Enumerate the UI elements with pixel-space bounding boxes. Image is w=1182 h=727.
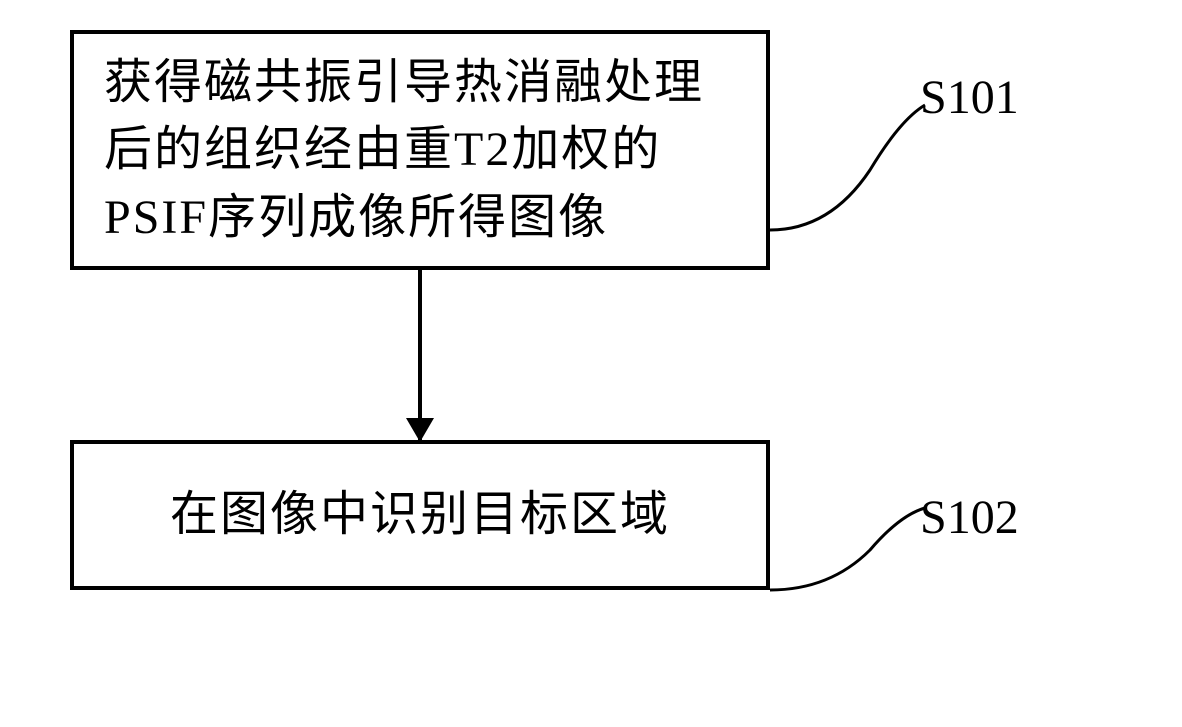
- label-connector-2: [770, 500, 930, 640]
- flowchart-container: 获得磁共振引导热消融处理后的组织经由重T2加权的PSIF序列成像所得图像 S10…: [0, 0, 1182, 727]
- flowchart-step-1: 获得磁共振引导热消融处理后的组织经由重T2加权的PSIF序列成像所得图像: [70, 30, 770, 270]
- label-connector-1: [770, 90, 930, 230]
- step-2-text: 在图像中识别目标区域: [104, 481, 736, 548]
- step-1-label: S101: [920, 70, 1019, 125]
- flowchart-step-2: 在图像中识别目标区域: [70, 440, 770, 590]
- flowchart-arrow: [418, 270, 422, 440]
- step-2-label: S102: [920, 490, 1019, 545]
- step-1-text: 获得磁共振引导热消融处理后的组织经由重T2加权的PSIF序列成像所得图像: [104, 49, 736, 251]
